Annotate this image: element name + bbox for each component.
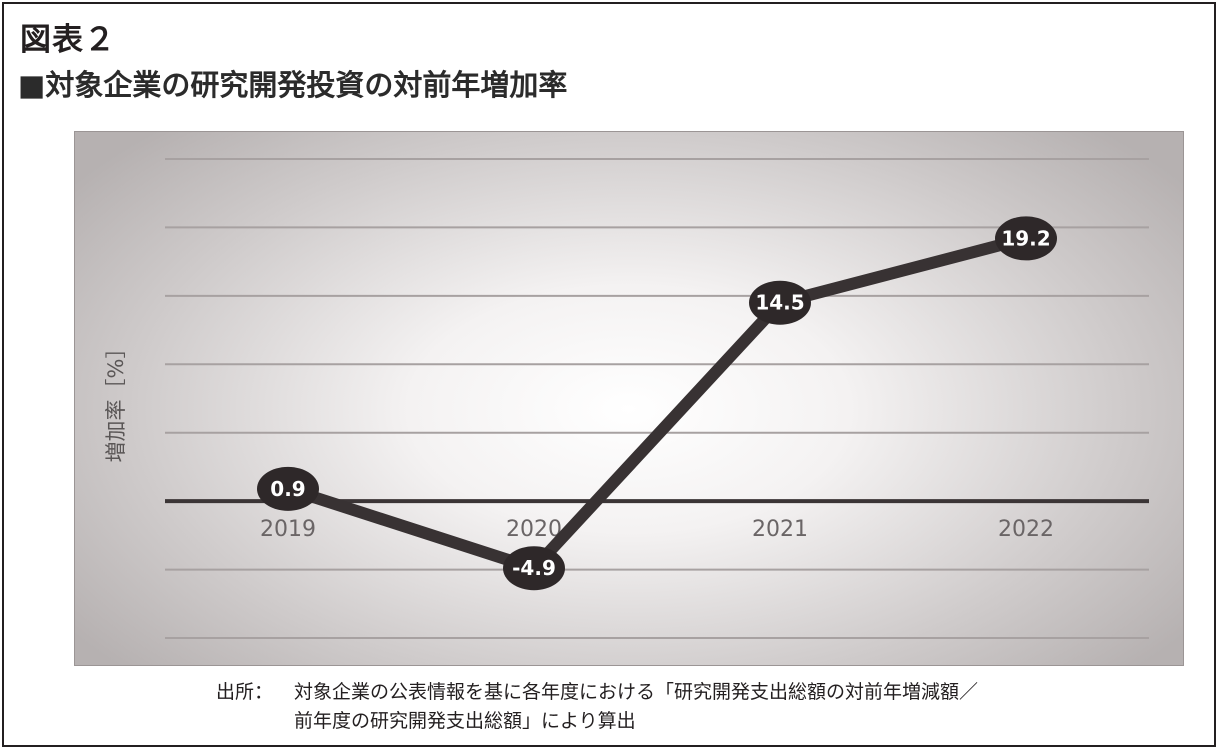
data-label: 0.9	[270, 477, 305, 501]
data-point-marker	[995, 216, 1057, 261]
source-text-line1: 対象企業の公表情報を基に各年度における「研究開発支出総額の対前年増減額／	[294, 681, 979, 703]
data-label: 19.2	[1001, 226, 1050, 250]
data-label: -4.9	[512, 556, 556, 580]
chart-title: ■対象企業の研究開発投資の対前年増加率	[18, 68, 568, 102]
data-point-marker	[257, 466, 319, 511]
y-axis-label: 増加率［%］	[104, 337, 128, 463]
line-chart: 2019 2020 2021 2022 0.9 -4.9 14.5 19.2	[165, 158, 1149, 639]
figure-label: 図表２	[20, 22, 116, 58]
x-tick-label: 2022	[998, 517, 1054, 542]
source-label: 出所：	[216, 681, 274, 703]
x-tick-label: 2019	[260, 517, 316, 542]
plot-area: 2019 2020 2021 2022 0.9 -4.9 14.5 19.2	[74, 131, 1184, 666]
x-tick-label: 2020	[506, 517, 562, 542]
series-line	[282, 232, 1032, 575]
data-label: 14.5	[755, 291, 804, 315]
source-note: 出所： 対象企業の公表情報を基に各年度における「研究開発支出総額の対前年増減額／…	[216, 678, 978, 736]
data-point-marker	[503, 546, 565, 591]
data-point-marker	[749, 280, 811, 325]
x-tick-label: 2021	[752, 517, 808, 542]
source-text-line2: 前年度の研究開発支出総額」により算出	[294, 710, 636, 732]
